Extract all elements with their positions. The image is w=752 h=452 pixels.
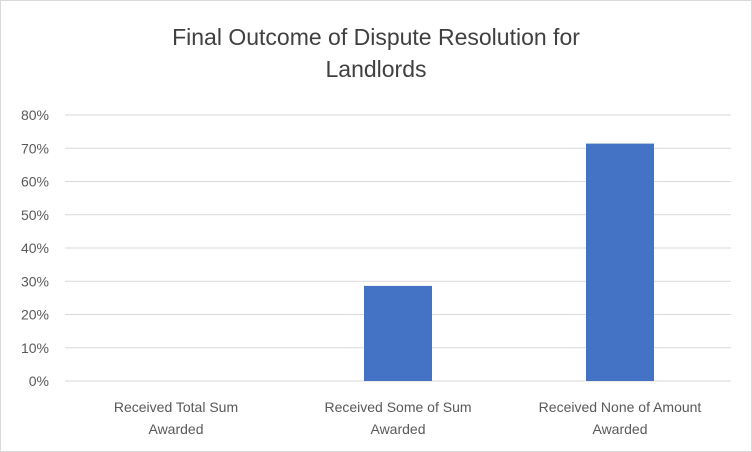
y-tick-label: 60%: [21, 174, 49, 190]
y-tick-label: 0%: [29, 373, 49, 389]
y-tick-label: 80%: [21, 107, 49, 123]
y-tick-label: 20%: [21, 307, 49, 323]
bar: [364, 285, 432, 381]
y-tick-label: 10%: [21, 340, 49, 356]
x-category-label: Awarded: [370, 421, 425, 437]
x-category-label: Received Some of Sum: [324, 399, 471, 415]
y-tick-label: 50%: [21, 207, 49, 223]
y-tick-label: 30%: [21, 273, 49, 289]
x-category-label: Awarded: [148, 421, 203, 437]
chart-title: Final Outcome of Dispute Resolution for …: [1, 21, 751, 85]
chart-title-line-2: Landlords: [325, 56, 427, 82]
x-category-label: Received Total Sum: [114, 399, 238, 415]
y-tick-label: 40%: [21, 240, 49, 256]
chart-title-line-1: Final Outcome of Dispute Resolution for: [172, 24, 580, 50]
bar: [586, 143, 654, 381]
x-category-label: Awarded: [592, 421, 647, 437]
y-tick-label: 70%: [21, 140, 49, 156]
x-category-label: Received None of Amount: [539, 399, 702, 415]
